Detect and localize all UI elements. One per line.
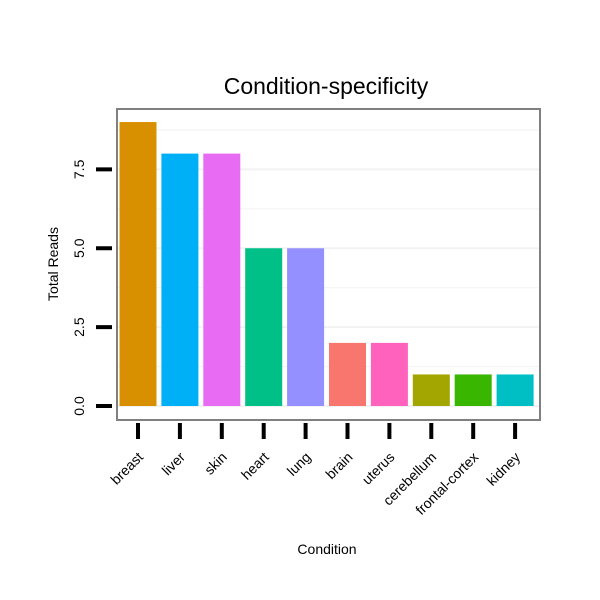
x-axis-title: Condition: [297, 541, 356, 557]
y-tick-label: 2.5: [71, 317, 87, 337]
chart-title: Condition-specificity: [224, 73, 429, 99]
y-tick-label: 7.5: [71, 159, 87, 179]
x-tick-label: heart: [238, 449, 272, 483]
bar-skin: [203, 153, 241, 406]
plot-panel-border: [116, 108, 541, 421]
bar-brain: [329, 342, 366, 406]
y-tick-label: 5.0: [71, 238, 87, 258]
y-tick-label: 0.0: [71, 396, 87, 416]
bars: [119, 122, 534, 407]
bar-breast: [119, 122, 157, 407]
x-tick-label: uterus: [359, 449, 398, 488]
bar-kidney: [496, 374, 534, 406]
y-axis-title: Total Reads: [45, 227, 61, 301]
x-axis: breast liver skin heart lung brain uteruscereb…: [107, 423, 523, 518]
x-tick-label: brain: [322, 449, 355, 482]
x-tick-label: lung: [284, 449, 314, 479]
y-axis: 0.0 2.5 5.0 7.5: [71, 159, 112, 416]
x-tick-label: kidney: [483, 449, 523, 489]
x-tick-label: breast: [107, 449, 146, 488]
bar-lung: [287, 248, 325, 406]
bar-frontal-cortex: [454, 374, 492, 406]
x-tick-label: liver: [159, 449, 189, 479]
bar-heart: [245, 248, 283, 406]
bar-liver: [161, 153, 199, 406]
bar-uterus: [370, 342, 408, 406]
bar-cerebellum: [412, 374, 450, 406]
x-tick-label: skin: [201, 449, 230, 478]
